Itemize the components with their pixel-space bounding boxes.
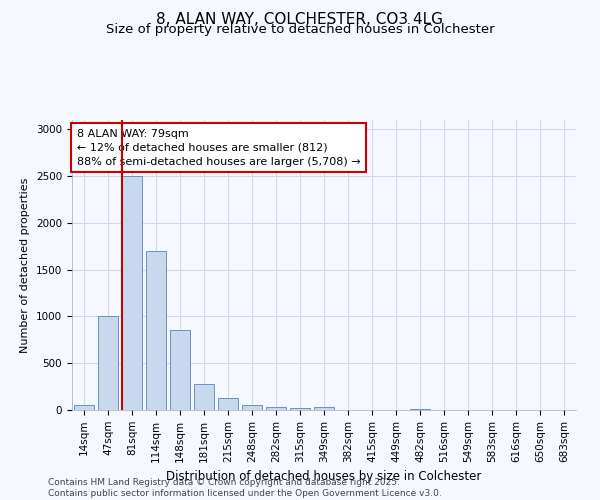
Text: Size of property relative to detached houses in Colchester: Size of property relative to detached ho… (106, 22, 494, 36)
X-axis label: Distribution of detached houses by size in Colchester: Distribution of detached houses by size … (166, 470, 482, 483)
Bar (98, 316, 118, 410)
Text: Contains HM Land Registry data © Crown copyright and database right 2025.
Contai: Contains HM Land Registry data © Crown c… (48, 478, 442, 498)
Y-axis label: Number of detached properties: Number of detached properties (20, 178, 31, 352)
Bar (170, 330, 190, 410)
Bar (266, 407, 286, 410)
Bar (218, 398, 238, 410)
Bar (146, 251, 166, 410)
Text: 8 ALAN WAY: 79sqm
← 12% of detached houses are smaller (812)
88% of semi-detache: 8 ALAN WAY: 79sqm ← 12% of detached hous… (77, 128, 361, 166)
Bar (314, 407, 334, 410)
Bar (122, 176, 142, 410)
Bar (242, 406, 262, 410)
Text: 8, ALAN WAY, COLCHESTER, CO3 4LG: 8, ALAN WAY, COLCHESTER, CO3 4LG (157, 12, 443, 28)
Bar (290, 408, 310, 410)
Bar (74, 406, 94, 410)
Bar (194, 384, 214, 410)
Bar (410, 408, 430, 410)
